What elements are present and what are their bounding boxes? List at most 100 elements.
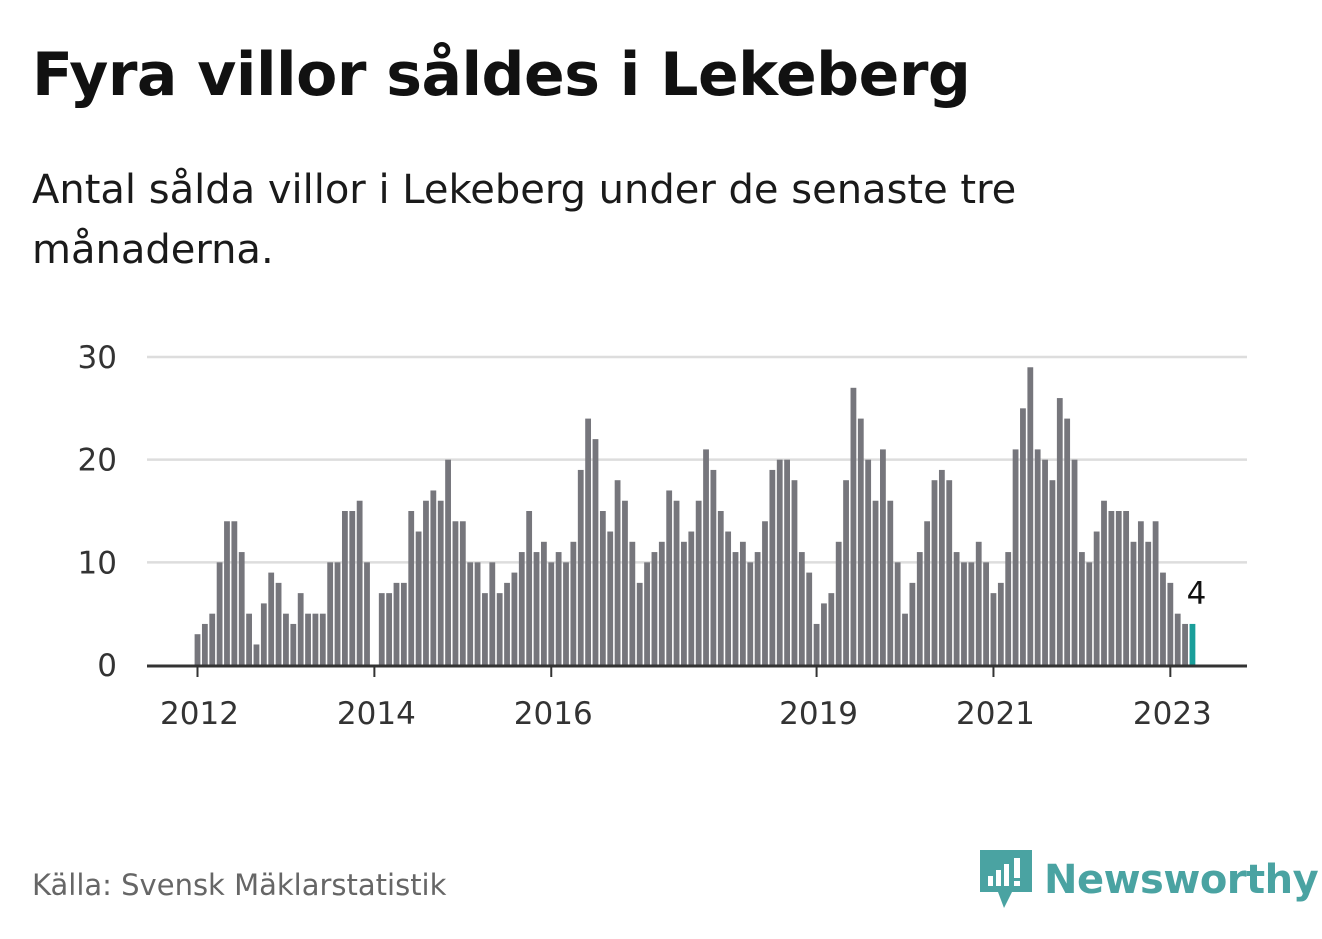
- bar: [570, 541, 577, 665]
- bar: [1182, 623, 1188, 665]
- y-axis-labels: 0 10 20 30: [78, 340, 117, 684]
- y-tick-label: 30: [78, 340, 117, 376]
- bar: [1027, 367, 1034, 665]
- bar: [489, 562, 496, 665]
- bar: [275, 582, 282, 665]
- bar: [1189, 623, 1196, 665]
- bar: [953, 552, 960, 665]
- bar: [1123, 511, 1130, 665]
- bar: [629, 541, 636, 665]
- bar: [511, 572, 518, 665]
- bar: [231, 521, 238, 665]
- x-tick-label: 2019: [779, 696, 858, 732]
- bar: [430, 490, 437, 665]
- bar: [1145, 541, 1152, 665]
- x-tick-label: 2016: [514, 696, 593, 732]
- bar: [563, 562, 569, 665]
- bar: [924, 521, 931, 665]
- bar: [415, 531, 422, 665]
- bar: [975, 541, 982, 665]
- bar: [518, 552, 525, 665]
- bar: [776, 459, 783, 665]
- newsworthy-logo-icon: [980, 850, 1032, 908]
- newsworthy-logo: Newsworthy: [980, 850, 1319, 910]
- bar: [474, 562, 481, 665]
- bar: [327, 562, 334, 665]
- bar: [880, 449, 886, 665]
- bar: [894, 562, 901, 665]
- source-note: Källa: Svensk Mäklarstatistik: [32, 868, 447, 902]
- bar: [1115, 511, 1122, 665]
- bar: [1079, 552, 1085, 665]
- bar: [364, 562, 370, 665]
- annotations: 4: [1187, 576, 1207, 612]
- bar: [1005, 552, 1012, 665]
- bar: [607, 531, 614, 665]
- bar: [938, 469, 945, 665]
- bar: [710, 469, 717, 665]
- bar: [1093, 531, 1100, 665]
- bar: [717, 511, 724, 665]
- bar: [968, 562, 975, 665]
- bar: [216, 562, 223, 665]
- bar: [739, 541, 746, 665]
- bars: [194, 367, 1196, 665]
- bar: [378, 593, 385, 665]
- bar: [909, 582, 916, 665]
- bar: [585, 418, 592, 665]
- bar: [577, 469, 584, 665]
- bar: [695, 500, 702, 665]
- bar: [555, 552, 562, 665]
- bar: [1108, 511, 1115, 665]
- bar: [769, 469, 776, 665]
- bar: [1130, 541, 1137, 665]
- bar: [540, 541, 547, 665]
- x-tick-label: 2023: [1133, 696, 1212, 732]
- y-tick-label: 10: [78, 545, 117, 581]
- bar: [622, 500, 628, 665]
- bar: [1042, 459, 1048, 665]
- bar: [828, 593, 835, 665]
- bar: [319, 613, 326, 665]
- bar: [725, 531, 732, 665]
- bar: [857, 418, 864, 665]
- bar: [961, 562, 967, 665]
- bar: [614, 480, 621, 665]
- bar: [290, 623, 297, 665]
- bar: [592, 439, 599, 665]
- bar: [297, 593, 304, 665]
- bar: [747, 562, 754, 665]
- bar: [260, 603, 267, 665]
- chart-subtitle: Antal sålda villor i Lekeberg under de s…: [32, 167, 1017, 273]
- bar: [835, 541, 842, 665]
- bar: [1167, 582, 1174, 665]
- bar: [946, 480, 953, 665]
- bar: [1071, 459, 1078, 665]
- bar: [673, 500, 680, 665]
- bar: [644, 562, 650, 665]
- bar: [305, 613, 311, 665]
- bar: [798, 552, 805, 665]
- bar: [813, 623, 820, 665]
- bar: [1049, 480, 1056, 665]
- bar: [651, 552, 658, 665]
- y-tick-label: 20: [78, 443, 117, 479]
- bar: [872, 500, 879, 665]
- bar: [732, 552, 739, 665]
- bar: [688, 531, 695, 665]
- bar: [393, 582, 400, 665]
- bar: [666, 490, 673, 665]
- bar: [916, 552, 923, 665]
- bar: [482, 593, 488, 665]
- bar: [342, 511, 348, 665]
- bar: [990, 593, 997, 665]
- bar: [784, 459, 790, 665]
- bar: [1012, 449, 1019, 665]
- bar: [1086, 562, 1093, 665]
- y-tick-label: 0: [97, 648, 117, 684]
- x-tick-label: 2012: [160, 696, 239, 732]
- bar: [983, 562, 989, 665]
- bar: [1034, 449, 1041, 665]
- bar: [268, 572, 275, 665]
- bar: [599, 511, 606, 665]
